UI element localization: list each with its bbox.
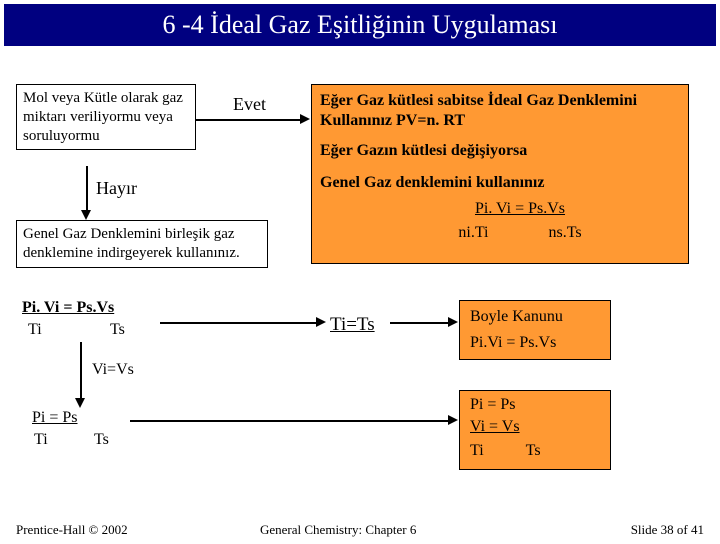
footer-right: Slide 38 of 41 bbox=[631, 522, 704, 538]
vivs-eq: Vi = Vs bbox=[470, 417, 600, 437]
arrow-evet-head bbox=[300, 114, 310, 124]
eq-vi-vs: Vi=Vs bbox=[92, 360, 134, 379]
eq-niti: ni.Ti bbox=[458, 223, 488, 243]
eq-ts2: Ts bbox=[94, 430, 109, 449]
arrow-boyle bbox=[390, 322, 448, 324]
eq-nsts: ns.Ts bbox=[549, 223, 582, 243]
eq-ti-ts: Ti=Ts bbox=[330, 314, 375, 337]
eq-pivi2: Pi. Vi = Ps.Vs bbox=[22, 298, 114, 317]
pips-box: Pi = Ps Vi = Vs Ti Ts bbox=[459, 390, 611, 470]
pips-ti: Ti bbox=[470, 441, 484, 461]
label-evet: Evet bbox=[233, 94, 266, 116]
pips-ts: Ts bbox=[526, 441, 541, 461]
eq-ti2: Ti bbox=[34, 430, 48, 449]
arrow-evet bbox=[196, 119, 300, 121]
arrow-titus-head bbox=[316, 317, 326, 327]
genel-box: Genel Gaz Denklemini birleşik gaz denkle… bbox=[16, 220, 268, 268]
footer-center: General Chemistry: Chapter 6 bbox=[260, 522, 416, 538]
question-box-1: Mol veya Kütle olarak gaz miktarı verili… bbox=[16, 84, 196, 150]
boyle-box: Boyle Kanunu Pi.Vi = Ps.Vs bbox=[459, 300, 611, 360]
eq-ti: Ti bbox=[28, 320, 42, 339]
eq-pivi: Pi. Vi = Ps.Vs bbox=[475, 199, 565, 219]
arrow-titus bbox=[160, 322, 316, 324]
arrow-vivs bbox=[80, 342, 82, 398]
boyle-eq: Pi.Vi = Ps.Vs bbox=[470, 333, 600, 353]
arrow-hayir-head bbox=[81, 210, 91, 220]
arrow-pips bbox=[130, 420, 448, 422]
arrow-pips-head bbox=[448, 415, 458, 425]
orange-line3: Genel Gaz denklemini kullanınız bbox=[320, 173, 680, 193]
arrow-boyle-head bbox=[448, 317, 458, 327]
arrow-hayir bbox=[86, 166, 88, 210]
arrow-vivs-head bbox=[75, 398, 85, 408]
page-title: 6 -4 İdeal Gaz Eşitliğinin Uygulaması bbox=[4, 4, 716, 46]
footer-left: Prentice-Hall © 2002 bbox=[16, 522, 128, 538]
eq-ts: Ts bbox=[110, 320, 125, 339]
boyle-title: Boyle Kanunu bbox=[470, 307, 600, 327]
eq-pi-ps: Pi = Ps bbox=[32, 408, 78, 427]
label-hayir: Hayır bbox=[96, 178, 137, 200]
orange-line2: Eğer Gazın kütlesi değişiyorsa bbox=[320, 141, 680, 161]
orange-line1: Eğer Gaz kütlesi sabitse İdeal Gaz Denkl… bbox=[320, 91, 680, 131]
orange-box: Eğer Gaz kütlesi sabitse İdeal Gaz Denkl… bbox=[311, 84, 689, 264]
pips-eq: Pi = Ps bbox=[470, 395, 600, 415]
